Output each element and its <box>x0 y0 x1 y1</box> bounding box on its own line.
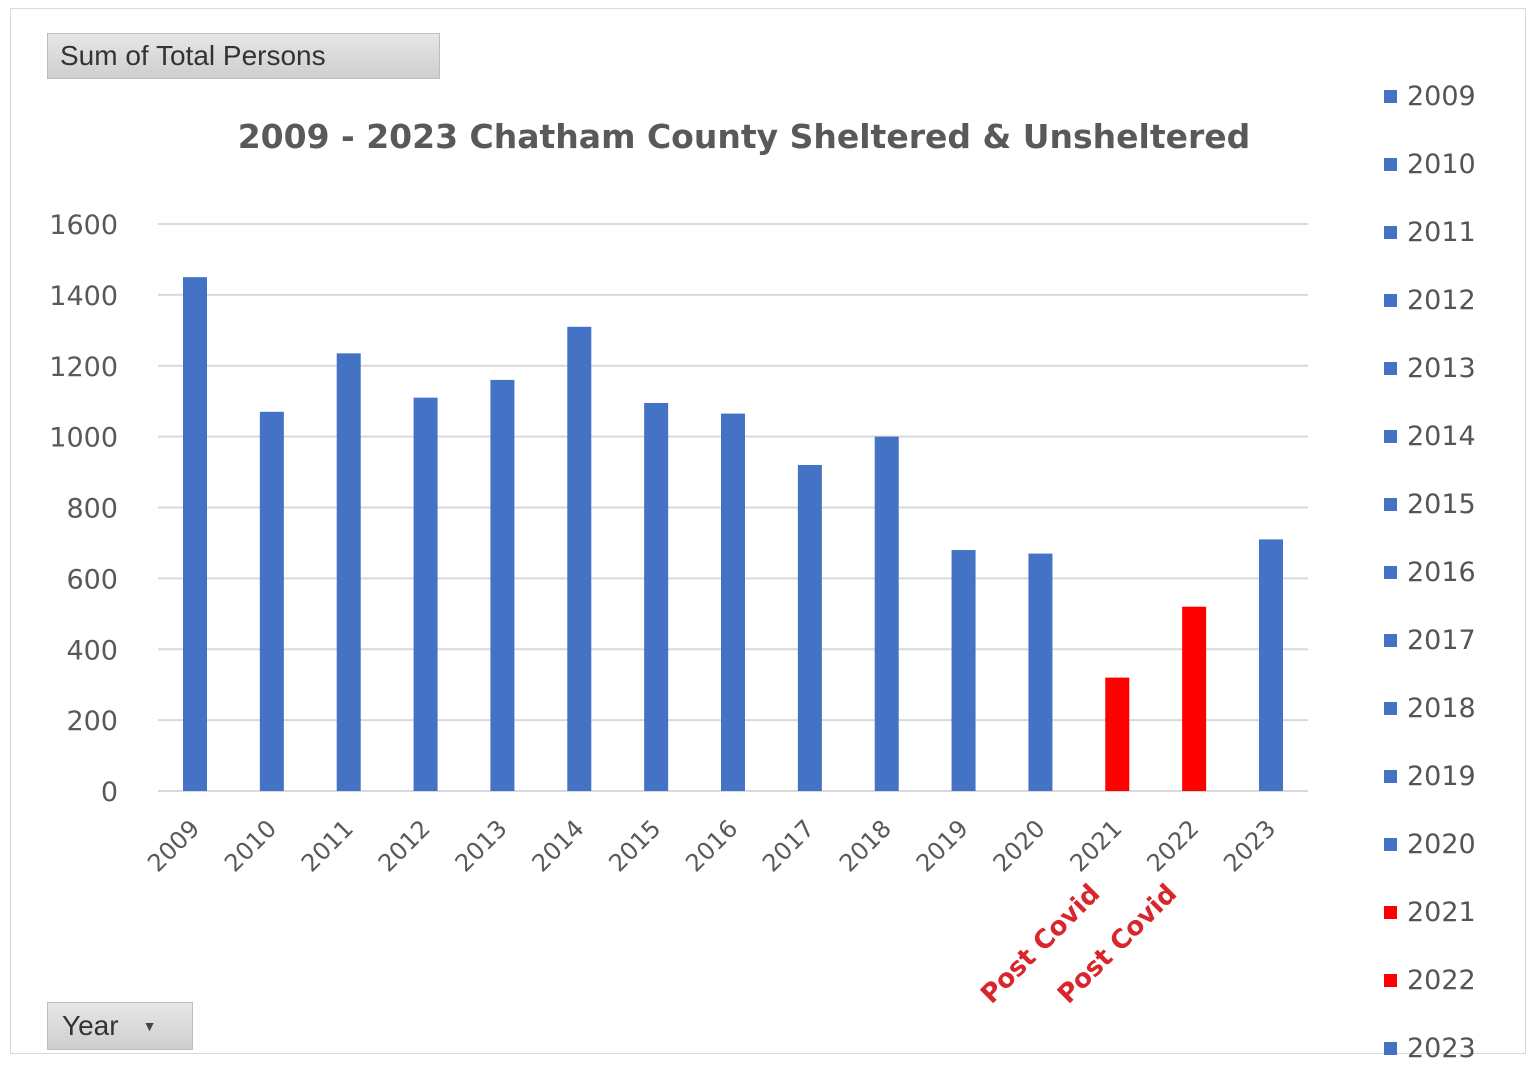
legend-label-2012: 2012 <box>1407 284 1476 316</box>
bar-2011 <box>336 353 361 791</box>
y-tick-label-800: 800 <box>66 494 118 525</box>
legend-swatch-2013 <box>1384 361 1397 375</box>
legend-label-2015: 2015 <box>1407 488 1476 520</box>
legend-swatch-2018 <box>1384 701 1397 715</box>
y-tick-label-200: 200 <box>66 706 118 737</box>
legend-item-2010: 2010 <box>1384 130 1524 198</box>
x-tick-label-2017: 2017 <box>757 814 820 877</box>
bar-2013 <box>490 379 515 791</box>
x-tick-label-2020: 2020 <box>988 814 1051 877</box>
bar-2009 <box>183 277 207 791</box>
x-tick-label-2009: 2009 <box>142 814 205 877</box>
legend-item-2014: 2014 <box>1384 402 1524 470</box>
legend-item-2017: 2017 <box>1384 606 1524 674</box>
x-tick-label-2013: 2013 <box>450 814 513 877</box>
bar-chart: 2009 - 2023 Chatham County Sheltered & U… <box>49 117 1308 1010</box>
legend-item-2019: 2019 <box>1384 742 1524 810</box>
legend-label-2009: 2009 <box>1407 80 1476 112</box>
y-tick-label-1200: 1200 <box>49 352 118 383</box>
legend-swatch-2021 <box>1384 905 1397 919</box>
y-tick-label-0: 0 <box>101 777 118 808</box>
x-tick-label-2014: 2014 <box>527 814 590 877</box>
legend-item-2012: 2012 <box>1384 266 1524 334</box>
legend-item-2015: 2015 <box>1384 470 1524 538</box>
legend-label-2011: 2011 <box>1407 216 1476 248</box>
legend-swatch-2019 <box>1384 769 1397 783</box>
legend-item-2018: 2018 <box>1384 674 1524 742</box>
bar-2017 <box>797 464 822 791</box>
legend-swatch-2010 <box>1384 157 1397 171</box>
bar-2023 <box>1259 539 1283 791</box>
y-tick-label-1000: 1000 <box>49 423 118 454</box>
legend-item-2009: 2009 <box>1384 62 1524 130</box>
x-tick-label-2011: 2011 <box>296 814 359 877</box>
chart-title: 2009 - 2023 Chatham County Sheltered & U… <box>238 117 1251 156</box>
bar-2012 <box>413 397 438 791</box>
y-tick-label-600: 600 <box>66 564 118 595</box>
dropdown-arrow-icon: ▼ <box>142 1018 157 1034</box>
legend-swatch-2009 <box>1384 89 1397 103</box>
legend-label-2018: 2018 <box>1407 692 1476 724</box>
legend-item-2023: 2023 <box>1384 1014 1524 1082</box>
legend-swatch-2012 <box>1384 293 1397 307</box>
legend-label-2013: 2013 <box>1407 352 1476 384</box>
legend-swatch-2020 <box>1384 837 1397 851</box>
year-filter-button[interactable]: Year ▼ <box>47 1002 193 1050</box>
chart-frame <box>10 8 1526 1054</box>
legend-item-2021: 2021 <box>1384 878 1524 946</box>
legend-swatch-2014 <box>1384 429 1397 443</box>
legend-label-2021: 2021 <box>1407 896 1476 928</box>
legend-item-2011: 2011 <box>1384 198 1524 266</box>
year-filter-label: Year <box>62 1010 119 1041</box>
y-tick-label-1600: 1600 <box>49 210 118 241</box>
bars <box>183 277 1283 791</box>
x-tick-label-2022: 2022 <box>1141 814 1204 877</box>
bar-2022 <box>1182 606 1207 791</box>
legend-item-2013: 2013 <box>1384 334 1524 402</box>
legend-item-2016: 2016 <box>1384 538 1524 606</box>
bar-2016 <box>721 413 745 791</box>
y-tick-label-400: 400 <box>66 635 118 666</box>
bar-2018 <box>874 436 899 791</box>
bar-2015 <box>644 402 669 791</box>
legend-label-2023: 2023 <box>1407 1032 1476 1064</box>
x-tick-label-2010: 2010 <box>219 814 282 877</box>
x-tick-label-2018: 2018 <box>834 814 897 877</box>
legend-label-2014: 2014 <box>1407 420 1476 452</box>
x-tick-label-2015: 2015 <box>603 814 666 877</box>
legend-swatch-2011 <box>1384 225 1397 239</box>
bar-2019 <box>951 550 976 791</box>
x-axis-ticks: 2009 2010 2011 2012 2013 2014 2015 2016 2017 2018… <box>142 814 1281 877</box>
legend-label-2022: 2022 <box>1407 964 1476 996</box>
legend-swatch-2015 <box>1384 497 1397 511</box>
legend-label-2020: 2020 <box>1407 828 1476 860</box>
x-tick-label-2021: 2021 <box>1065 814 1128 877</box>
legend: 2009 2010 2011 2012 2013 2014 2015 2016 2017 2018… <box>1384 62 1524 1082</box>
x-tick-label-2012: 2012 <box>373 814 436 877</box>
bar-2020 <box>1028 553 1053 791</box>
legend-label-2010: 2010 <box>1407 148 1476 180</box>
legend-swatch-2023 <box>1384 1041 1397 1055</box>
x-tick-label-2023: 2023 <box>1218 814 1281 877</box>
x-tick-label-2016: 2016 <box>680 814 743 877</box>
x-tick-label-2019: 2019 <box>911 814 974 877</box>
bar-2014 <box>567 326 592 791</box>
legend-item-2020: 2020 <box>1384 810 1524 878</box>
legend-item-2022: 2022 <box>1384 946 1524 1014</box>
values-field-button[interactable]: Sum of Total Persons <box>47 33 440 79</box>
bar-2010 <box>259 411 284 791</box>
legend-label-2019: 2019 <box>1407 760 1476 792</box>
legend-label-2017: 2017 <box>1407 624 1476 656</box>
y-axis-ticks: 0 200 400 600 800 1000 1200 1400 1600 <box>49 210 118 808</box>
values-field-label: Sum of Total Persons <box>60 40 326 71</box>
legend-swatch-2016 <box>1384 565 1397 579</box>
legend-label-2016: 2016 <box>1407 556 1476 588</box>
y-tick-label-1400: 1400 <box>49 281 118 312</box>
legend-swatch-2022 <box>1384 973 1397 987</box>
legend-swatch-2017 <box>1384 633 1397 647</box>
bar-2021 <box>1105 677 1130 791</box>
